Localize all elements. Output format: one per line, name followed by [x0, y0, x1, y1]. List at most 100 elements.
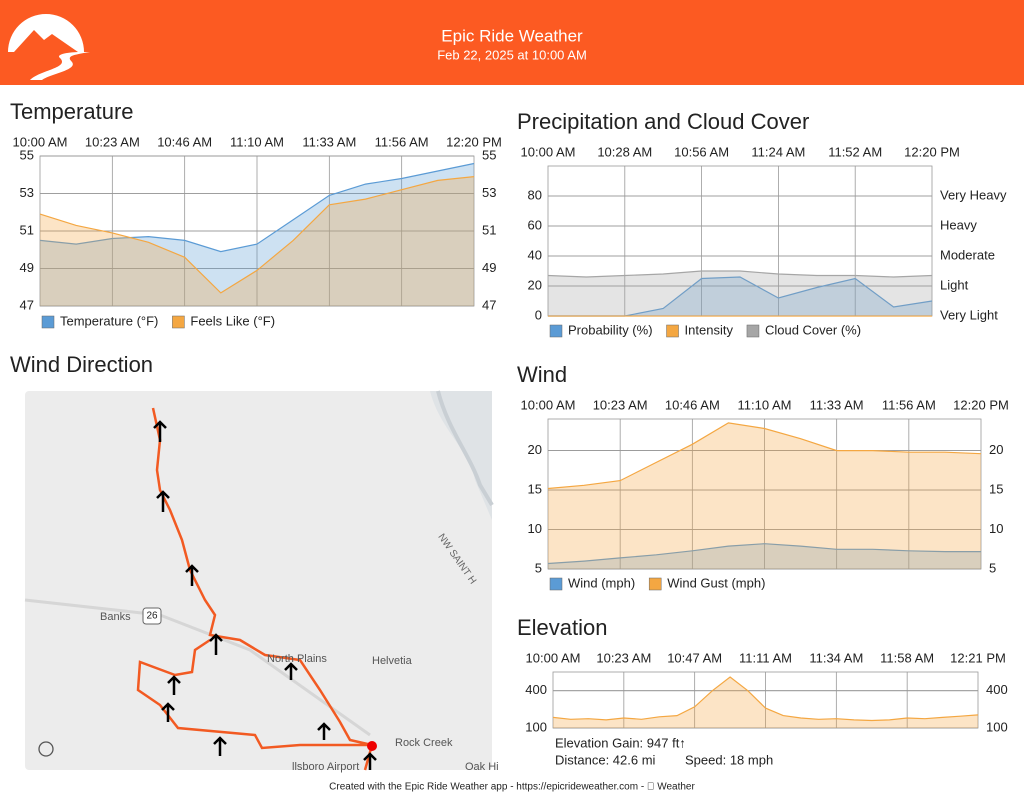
chart-title: Precipitation and Cloud Cover [517, 109, 809, 134]
y-tick-label: 55 [20, 147, 34, 162]
x-tick-label: 11:56 AM [882, 397, 936, 412]
x-tick-label: 10:00 AM [526, 650, 581, 665]
map-label: Helvetia [372, 655, 413, 667]
y2-tick-label: Very Light [940, 307, 998, 322]
y2-tick-label: 20 [989, 442, 1003, 457]
y-tick-label: 20 [528, 442, 542, 457]
legend-swatch [648, 577, 662, 591]
area-fill [553, 677, 978, 728]
y2-tick-label: Light [940, 277, 969, 292]
y2-tick-label: 100 [986, 719, 1008, 734]
legend-label: Feels Like (°F) [190, 313, 275, 328]
x-tick-label: 11:10 AM [738, 397, 792, 412]
y-tick-label: 5 [535, 560, 542, 575]
chart-title: Temperature [10, 99, 134, 124]
x-tick-label: 10:00 AM [13, 134, 68, 149]
plot-area [547, 165, 933, 317]
chart-title: Elevation [517, 615, 608, 640]
legend-swatch [549, 324, 563, 338]
x-tick-label: 11:24 AM [751, 144, 805, 159]
y2-tick-label: 49 [482, 260, 496, 275]
legend-label: Wind Gust (mph) [667, 575, 765, 590]
y2-tick-label: 53 [482, 185, 496, 200]
annotation: Speed: 18 mph [685, 752, 773, 767]
y-tick-label: 49 [20, 260, 34, 275]
x-tick-label: 10:23 AM [596, 650, 651, 665]
y-tick-label: 53 [20, 185, 34, 200]
x-tick-label: 10:56 AM [674, 144, 729, 159]
area-fill [548, 271, 932, 316]
legend-label: Cloud Cover (%) [765, 322, 861, 337]
y-tick-label: 20 [528, 277, 542, 292]
x-tick-label: 10:46 AM [157, 134, 212, 149]
x-tick-label: 11:10 AM [230, 134, 284, 149]
y-tick-label: 47 [20, 297, 34, 312]
map-label: North Plains [267, 653, 327, 665]
x-tick-label: 11:56 AM [375, 134, 429, 149]
area-fill [548, 543, 981, 569]
x-tick-label: 12:20 PM [446, 134, 502, 149]
y2-tick-label: 47 [482, 297, 496, 312]
x-tick-label: 10:00 AM [521, 397, 576, 412]
area-line [547, 422, 982, 490]
legend-swatch [746, 324, 760, 338]
x-tick-label: 11:34 AM [809, 650, 863, 665]
x-tick-label: 12:20 PM [904, 144, 960, 159]
map-label: Oak Hi [465, 761, 499, 773]
y-tick-label: 400 [525, 682, 547, 697]
x-tick-label: 11:52 AM [828, 144, 882, 159]
y2-tick-label: 5 [989, 560, 996, 575]
map-label: Rock Creek [395, 737, 453, 749]
x-tick-label: 10:47 AM [667, 650, 722, 665]
x-tick-label: 12:21 PM [950, 650, 1006, 665]
area-line [552, 676, 979, 722]
x-tick-label: 10:23 AM [593, 397, 648, 412]
area-fill [548, 277, 932, 316]
y2-tick-label: 15 [989, 481, 1003, 496]
y-tick-label: 51 [20, 222, 34, 237]
area-fill [40, 176, 474, 306]
y-tick-label: 15 [528, 481, 542, 496]
y2-tick-label: Heavy [940, 217, 977, 232]
annotation: Elevation Gain: 947 ft↑ [555, 735, 686, 750]
legend-label: Intensity [685, 322, 734, 337]
logo [8, 14, 90, 80]
area-line [547, 543, 981, 565]
y2-tick-label: Very Heavy [940, 187, 1007, 202]
y-tick-label: 80 [528, 187, 542, 202]
app-subtitle: Feb 22, 2025 at 10:00 AM [437, 47, 587, 62]
y2-tick-label: 55 [482, 147, 496, 162]
legend-label: Temperature (°F) [60, 313, 158, 328]
y-tick-label: 0 [535, 307, 542, 322]
footer: Created with the Epic Ride Weather app -… [329, 782, 695, 793]
legend-label: Probability (%) [568, 322, 653, 337]
x-tick-label: 10:28 AM [597, 144, 652, 159]
x-tick-label: 12:20 PM [953, 397, 1009, 412]
header-bar [0, 0, 1024, 85]
area-line [39, 162, 475, 253]
x-tick-label: 10:00 AM [521, 144, 576, 159]
legend-label: Wind (mph) [568, 575, 635, 590]
y-tick-label: 40 [528, 247, 542, 262]
y-tick-label: 10 [528, 521, 542, 536]
map: Banks 26 North Plains Helvetia Rock Cree… [24, 390, 499, 773]
y-tick-label: 100 [525, 719, 547, 734]
map-label: 26 [146, 611, 158, 622]
x-tick-label: 10:46 AM [665, 397, 720, 412]
map-title: Wind Direction [10, 352, 153, 377]
y2-tick-label: Moderate [940, 247, 995, 262]
annotation: Distance: 42.6 mi [555, 752, 656, 767]
map-label: llsboro Airport [292, 761, 359, 773]
area-fill [548, 422, 981, 569]
app-title: Epic Ride Weather [441, 26, 583, 45]
area-line [547, 270, 933, 278]
legend-swatch [41, 315, 55, 329]
y2-tick-label: 10 [989, 521, 1003, 536]
y2-tick-label: 400 [986, 682, 1008, 697]
x-tick-label: 11:58 AM [880, 650, 934, 665]
y-tick-label: 60 [528, 217, 542, 232]
x-tick-label: 11:33 AM [302, 134, 356, 149]
x-tick-label: 10:23 AM [85, 134, 140, 149]
